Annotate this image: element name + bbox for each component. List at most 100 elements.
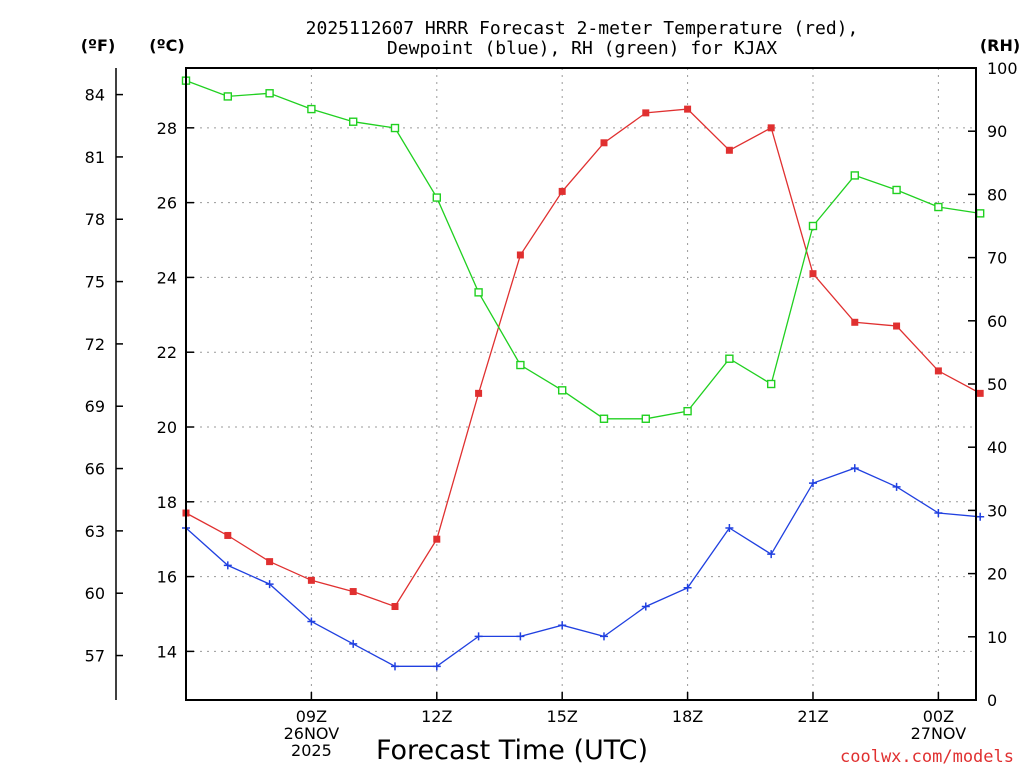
temperature-point [433, 535, 441, 543]
rh-tick-label: 30 [987, 501, 1007, 520]
fahrenheit-tick-label: 72 [85, 335, 105, 354]
fahrenheit-tick-label: 84 [85, 86, 105, 105]
series-line [185, 79, 981, 420]
temperature-point [851, 318, 859, 326]
dewpoint-point [808, 479, 817, 488]
series-line [185, 467, 981, 667]
dewpoint-point [307, 617, 316, 626]
rh-point [223, 92, 232, 101]
rh-point [599, 414, 609, 423]
temperature-point [976, 389, 984, 397]
fahrenheit-tick-label: 66 [85, 460, 105, 479]
grid-lines [186, 68, 976, 700]
temperature-point [725, 146, 733, 154]
dewpoint-point [725, 523, 734, 532]
rh-point [766, 379, 776, 389]
dewpoint-point [976, 512, 985, 521]
temperature-point [893, 322, 901, 330]
x-tick-label: 09Z [296, 707, 327, 726]
rh-point [725, 354, 734, 363]
temperature-point [391, 603, 399, 611]
fahrenheit-tick-label: 78 [85, 210, 105, 229]
temperature-point [558, 187, 566, 195]
rh-tick-label: 60 [987, 312, 1007, 331]
series-line [185, 108, 981, 608]
temperature-point [266, 558, 274, 566]
temperature-point [642, 109, 650, 117]
dewpoint-point [892, 482, 901, 491]
celsius-unit-label: (ºC) [149, 36, 184, 55]
rh-tick-label: 100 [987, 59, 1018, 78]
celsius-tick-label: 28 [157, 119, 177, 138]
celsius-tick-label: 20 [157, 418, 177, 437]
celsius-tick-label: 22 [157, 343, 177, 362]
dewpoint-point [390, 662, 399, 671]
rh-unit-label: (RH) [980, 36, 1020, 55]
fahrenheit-unit-label: (ºF) [81, 36, 116, 55]
dewpoint-point [683, 583, 692, 592]
temperature-point [307, 576, 315, 584]
temperature-point [349, 588, 357, 596]
rh-tick-label: 50 [987, 375, 1007, 394]
credit-text: coolwx.com/models [840, 747, 1014, 767]
rh-point [975, 209, 985, 218]
temperature-point [767, 124, 775, 132]
rh-point [307, 104, 316, 114]
x-tick-label: 18Z [672, 707, 703, 726]
fahrenheit-tick-label: 57 [85, 647, 105, 666]
x-tick-label: 27NOV [911, 724, 967, 743]
fahrenheit-tick-label: 60 [85, 584, 105, 603]
chart-title-line-2: Dewpoint (blue), RH (green) for KJAX [387, 38, 777, 59]
rh-point [474, 288, 483, 297]
celsius-tick-label: 14 [157, 642, 177, 661]
fahrenheit-tick-label: 75 [85, 273, 105, 292]
dewpoint-point [474, 632, 483, 641]
axes: 57 60 63 66 69 72 75 78 81 84 14 16 18 20 22 24 26 28 0 10 2… [85, 59, 1018, 760]
rh-tick-label: 20 [987, 565, 1007, 584]
rh-point [348, 117, 358, 126]
dewpoint-point [767, 550, 776, 559]
rh-point [516, 360, 525, 370]
fahrenheit-tick-label: 63 [85, 522, 105, 541]
temperature-point [809, 270, 817, 278]
celsius-tick-label: 24 [157, 268, 177, 287]
x-tick-label: 00Z [923, 707, 954, 726]
dewpoint-point [641, 602, 650, 611]
rh-point [892, 185, 901, 195]
x-axis-title: Forecast Time (UTC) [376, 735, 648, 766]
plot-frame [185, 67, 977, 701]
celsius-tick-label: 26 [157, 194, 177, 213]
x-tick-label: 12Z [421, 707, 452, 726]
rh-point [850, 171, 859, 180]
celsius-tick-label: 16 [157, 568, 177, 587]
dewpoint-point [599, 632, 608, 641]
rh-point [557, 386, 567, 395]
dewpoint-point [934, 509, 943, 518]
dewpoint-point [265, 580, 274, 589]
fahrenheit-tick-label: 69 [85, 397, 105, 416]
dewpoint-point [516, 632, 525, 641]
x-tick-label: 21Z [797, 707, 828, 726]
temperature-point [224, 531, 232, 539]
rh-tick-label: 40 [987, 438, 1007, 457]
rh-point [641, 414, 650, 423]
celsius-tick-label: 18 [157, 493, 177, 512]
x-tick-label: 15Z [547, 707, 578, 726]
x-tick-label: 2025 [291, 741, 332, 760]
x-tick-label: 26NOV [284, 724, 340, 743]
rh-point [390, 123, 400, 133]
dewpoint-point [432, 662, 441, 671]
rh-point [808, 221, 818, 231]
dewpoint-point [223, 561, 232, 570]
rh-point [265, 89, 274, 98]
dewpoint-point [850, 464, 859, 473]
data-series [181, 76, 985, 671]
temperature-point [600, 139, 608, 147]
rh-point [683, 406, 692, 416]
rh-tick-label: 0 [987, 691, 997, 710]
rh-point [432, 193, 441, 202]
fahrenheit-tick-label: 81 [85, 148, 105, 167]
temperature-point [934, 367, 942, 375]
rh-tick-label: 70 [987, 249, 1007, 268]
